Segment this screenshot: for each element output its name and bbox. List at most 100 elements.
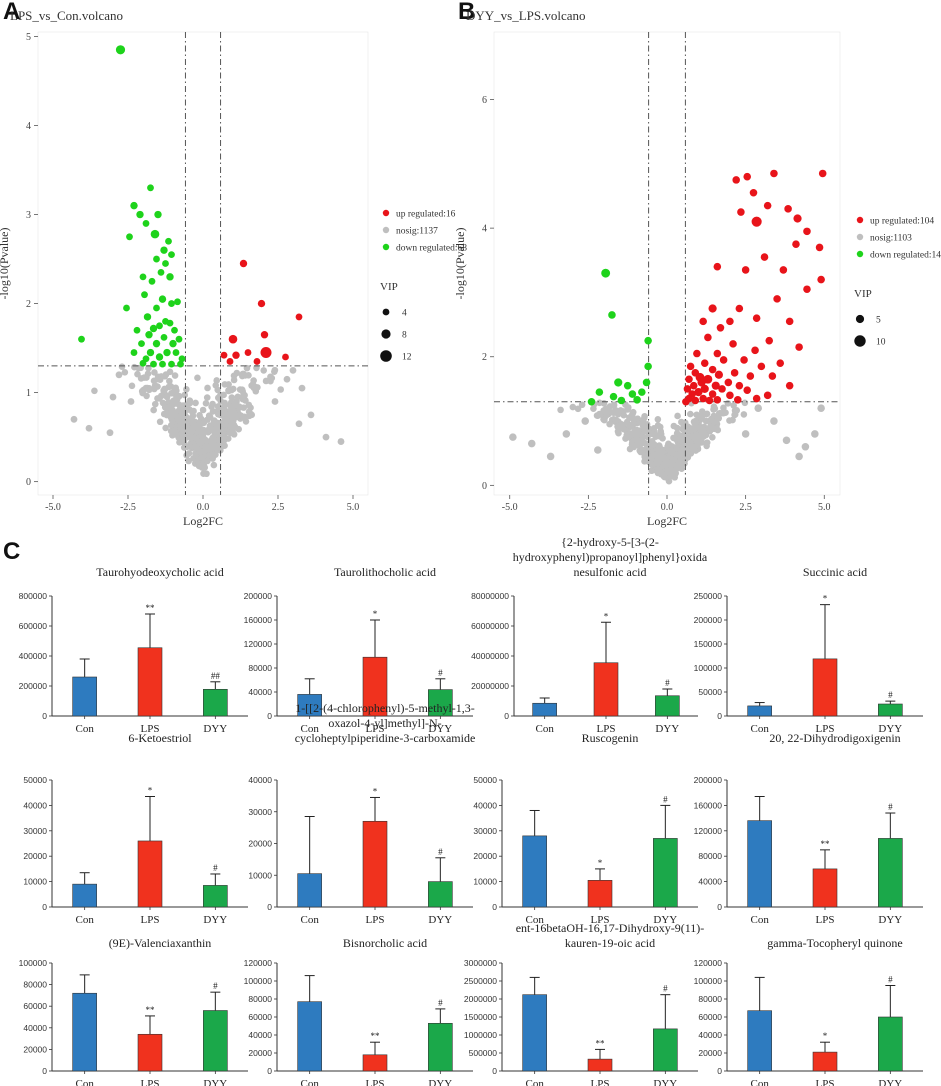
nosig-point: [629, 408, 637, 416]
bar-chart-title: oxazol-4-yl]methyl]-N-: [328, 716, 441, 730]
nosig-point: [215, 411, 222, 418]
y-tick-label: 50000: [698, 687, 722, 697]
nosig-point: [741, 430, 750, 438]
down-regulated-point: [642, 378, 651, 387]
nosig-point: [271, 398, 279, 405]
down-regulated-point: [145, 331, 153, 339]
up-regulated-point: [239, 259, 248, 268]
panel-label-c: C: [3, 538, 21, 565]
nosig-point: [212, 451, 219, 458]
nosig-point: [193, 444, 201, 452]
nosig-point: [562, 430, 571, 438]
y-tick-label: 250000: [694, 591, 723, 601]
nosig-point: [167, 421, 175, 429]
y-tick-label: 2: [26, 299, 31, 310]
nosig-point: [620, 425, 628, 433]
up-regulated-point: [784, 205, 792, 213]
up-regulated-point: [228, 334, 238, 344]
up-regulated-point: [751, 346, 759, 355]
nosig-point: [678, 465, 685, 472]
legend-label-nosig: nosig:1103: [870, 234, 912, 244]
up-regulated-point: [749, 188, 758, 197]
nosig-point: [219, 407, 227, 414]
nosig-point: [189, 419, 197, 427]
bar-dyy: [203, 885, 228, 908]
down-regulated-point: [171, 326, 178, 334]
significance-mark: #: [888, 690, 893, 700]
nosig-point: [628, 441, 636, 448]
nosig-point: [673, 444, 681, 452]
nosig-point: [307, 411, 315, 419]
down-regulated-point: [147, 184, 154, 192]
y-tick-label: 0: [42, 902, 47, 912]
nosig-point: [204, 384, 211, 392]
up-regulated-point: [760, 253, 769, 261]
nosig-point: [527, 439, 536, 448]
bar-con: [297, 873, 322, 908]
y-tick-label: 200000: [244, 591, 273, 601]
legend-swatch-down: [382, 243, 390, 251]
nosig-point: [230, 376, 238, 384]
nosig-point: [150, 406, 157, 414]
nosig-point: [204, 443, 211, 451]
x-tick-label: LPS: [591, 1078, 610, 1086]
x-tick-label: LPS: [816, 1078, 835, 1086]
y-tick-label: 30000: [23, 826, 47, 836]
nosig-point: [601, 416, 608, 424]
nosig-point: [610, 409, 618, 417]
nosig-point: [115, 371, 123, 379]
panel-label-b: B: [458, 0, 476, 25]
nosig-point: [189, 424, 197, 432]
down-regulated-point: [587, 397, 596, 406]
y-tick-label: 100000: [19, 958, 48, 968]
y-tick-label: 50000: [23, 775, 47, 785]
down-regulated-point: [609, 392, 618, 401]
bar-con: [72, 676, 97, 717]
nosig-point: [654, 416, 662, 423]
x-tick-label: Con: [525, 1078, 544, 1086]
bar-chart-9: (9E)-Valenciaxanthin 0 20000 40000 60000 8000…: [19, 936, 248, 1086]
nosig-point: [214, 424, 221, 432]
up-regulated-point: [743, 172, 751, 181]
x-tick-label: LPS: [366, 1078, 385, 1086]
nosig-point: [175, 401, 183, 408]
nosig-point: [185, 457, 192, 465]
bar-dyy: [203, 688, 228, 717]
nosig-point: [151, 369, 158, 376]
y-tick-label: 60000: [23, 1001, 47, 1011]
up-regulated-point: [683, 385, 692, 393]
up-regulated-point: [260, 347, 272, 359]
nosig-point: [213, 444, 220, 452]
x-tick-label: Con: [75, 723, 94, 735]
nosig-point: [164, 410, 172, 418]
nosig-point: [650, 424, 658, 432]
nosig-point: [648, 438, 656, 445]
x-tick-label: Con: [300, 1078, 319, 1086]
bar-chart-5: 6-Ketoestriol 0 10000 20000 30000 40000 50000 C…: [23, 731, 248, 926]
y-tick-label: 0: [42, 711, 47, 721]
volcano-legend: up regulated:16 nosig:1137 down regulated:…: [380, 210, 467, 363]
legend-size-label: 4: [402, 309, 407, 319]
nosig-point: [172, 385, 179, 392]
bar-chart-title: nesulfonic acid: [574, 565, 647, 579]
nosig-point: [217, 391, 224, 399]
nosig-point: [682, 439, 690, 447]
up-regulated-points: [220, 259, 303, 365]
up-regulated-point: [716, 324, 725, 332]
nosig-point: [654, 466, 661, 473]
bar-dyy: [878, 1016, 903, 1072]
up-regulated-point: [713, 262, 722, 271]
nosig-point: [131, 363, 138, 371]
down-regulated-point: [150, 360, 157, 368]
nosig-point: [260, 367, 268, 374]
nosig-point: [546, 452, 555, 461]
y-tick-label: 100000: [694, 663, 723, 673]
bar-lps: [812, 1051, 838, 1072]
down-regulated-point: [644, 336, 652, 345]
nosig-point: [641, 458, 648, 465]
nosig-point: [70, 415, 78, 423]
nosig-point: [710, 403, 718, 411]
nosig-point: [283, 375, 291, 383]
nosig-point: [143, 392, 150, 400]
nosig-point: [252, 387, 260, 395]
